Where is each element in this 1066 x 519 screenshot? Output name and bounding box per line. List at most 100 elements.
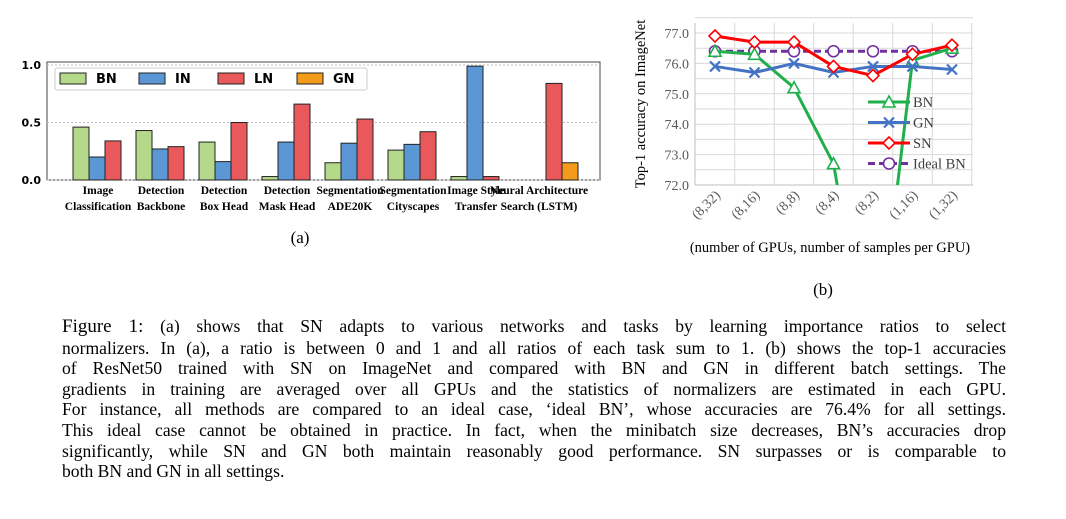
series-sn <box>707 28 960 83</box>
y-tick-label: 77.0 <box>665 27 690 42</box>
legend-swatch-ln <box>217 72 245 85</box>
line-bn <box>714 46 953 185</box>
point-marker <box>827 44 840 58</box>
x-tick-label: ADE20K <box>328 201 373 213</box>
figure-caption: Figure 1: (a) shows that SN adapts to va… <box>62 316 1006 482</box>
x-tick-label: Image Style <box>447 185 505 197</box>
caption-text: (a) shows that SN adapts to various netw… <box>143 316 1006 336</box>
x-tick-label: (8,8) <box>773 188 803 218</box>
bar-bn <box>135 130 153 181</box>
figure-1: 0.0 0.5 1.0 Image Classification Detection Bac… <box>22 17 973 299</box>
bar-bn <box>450 176 468 181</box>
point-marker <box>707 43 723 58</box>
point-marker <box>826 59 841 74</box>
figure-label: Figure 1: <box>62 316 144 337</box>
bar-bn <box>387 149 405 181</box>
legend-label: Ideal BN <box>913 157 966 173</box>
y-tick-label: 1.0 <box>22 59 42 72</box>
x-tick-label: Detection <box>264 185 311 197</box>
legend-label: GN <box>333 72 355 87</box>
bar-in <box>277 141 295 181</box>
bar-ln <box>104 140 122 181</box>
legend-label: BN <box>913 95 934 111</box>
x-tick-label: (8,16) <box>729 188 764 223</box>
bar-bn <box>261 176 279 181</box>
legend-label: SN <box>913 136 932 152</box>
x-tick-label: Detection <box>201 185 248 197</box>
bar-gn <box>561 162 579 181</box>
point-marker <box>944 38 960 53</box>
bar-in <box>403 143 421 181</box>
x-tick-label: Transfer <box>455 201 498 213</box>
x-tick-label: Cityscapes <box>387 201 440 213</box>
caption-line: normalizers. In (a), a ratio is between … <box>62 337 1006 358</box>
x-tick-label: Neural Architecture <box>490 185 588 197</box>
x-tick-label: Box Head <box>200 201 249 213</box>
legend-label: BN <box>96 72 117 87</box>
point-marker <box>709 60 721 73</box>
legend-swatch-gn <box>296 72 324 85</box>
bar-ln <box>545 82 563 181</box>
x-tick-label: (8,32) <box>689 188 724 223</box>
caption-line: For instance, all methods are compared t… <box>62 399 1006 420</box>
x-tick-label: (8,2) <box>852 188 882 218</box>
caption-line: gradients in training are averaged over … <box>62 378 1006 399</box>
point-marker <box>882 157 896 170</box>
point-marker <box>881 135 897 151</box>
caption-line: of ResNet50 trained with SN on ImageNet … <box>62 358 1006 379</box>
x-tick-label: Segmentation <box>316 185 384 197</box>
bar-ln <box>482 176 500 181</box>
point-marker <box>826 156 841 170</box>
point-marker <box>786 80 802 94</box>
point-marker <box>881 94 897 108</box>
bar-bn <box>324 162 342 181</box>
bar-ln <box>230 122 248 181</box>
y-tick-label: 0.0 <box>22 174 42 187</box>
point-marker <box>866 44 880 58</box>
point-marker <box>707 28 723 44</box>
panel-label-a: (a) <box>291 228 310 247</box>
point-marker <box>786 34 802 50</box>
point-marker <box>788 57 800 70</box>
legend-swatch-in <box>138 72 166 85</box>
bar-ln <box>293 103 311 181</box>
point-marker <box>865 68 881 83</box>
x-tick-label: Image <box>83 185 114 197</box>
bar-in <box>88 156 106 181</box>
bar-ln <box>167 146 185 181</box>
x-tick-label: Detection <box>138 185 185 197</box>
x-tick-label: Mask Head <box>259 201 316 213</box>
legend-label: GN <box>913 116 934 132</box>
y-tick-label: 0.5 <box>22 117 42 130</box>
x-tick-label: Search (LSTM) <box>501 201 578 213</box>
bar-in <box>340 142 358 181</box>
x-tick-label: Classification <box>65 201 132 213</box>
bar-bn <box>72 126 90 181</box>
point-marker <box>747 46 762 61</box>
series-bn <box>707 40 960 185</box>
point-marker <box>883 116 895 129</box>
y-tick-label: 76.0 <box>665 57 690 72</box>
caption-line: significantly, while SN and GN both main… <box>62 440 1006 461</box>
legend-swatch-bn <box>59 72 87 85</box>
point-marker <box>905 47 920 62</box>
caption-line: both BN and GN in all settings. <box>62 461 285 482</box>
legend-label: IN <box>175 72 191 87</box>
y-tick-label: 73.0 <box>665 149 690 164</box>
x-tick-label: (1,32) <box>926 188 961 223</box>
x-tick-label: Backbone <box>137 201 186 213</box>
y-tick-label: 72.0 <box>665 179 690 194</box>
bar-in <box>214 161 232 181</box>
x-tick-label: (1,16) <box>887 188 922 223</box>
y-tick-label: 74.0 <box>665 118 690 133</box>
caption-line: This ideal case cannot be obtained in pr… <box>62 419 1006 440</box>
caption-line: Figure 1: (a) shows that SN adapts to va… <box>62 316 1006 338</box>
point-marker <box>867 60 879 73</box>
bar-in <box>466 65 484 181</box>
legend-a <box>54 67 368 91</box>
bar-in <box>151 148 169 181</box>
point-marker <box>748 66 761 79</box>
y-tick-label: 75.0 <box>665 88 690 103</box>
bar-bn <box>198 141 216 181</box>
bar-ln <box>356 118 374 181</box>
